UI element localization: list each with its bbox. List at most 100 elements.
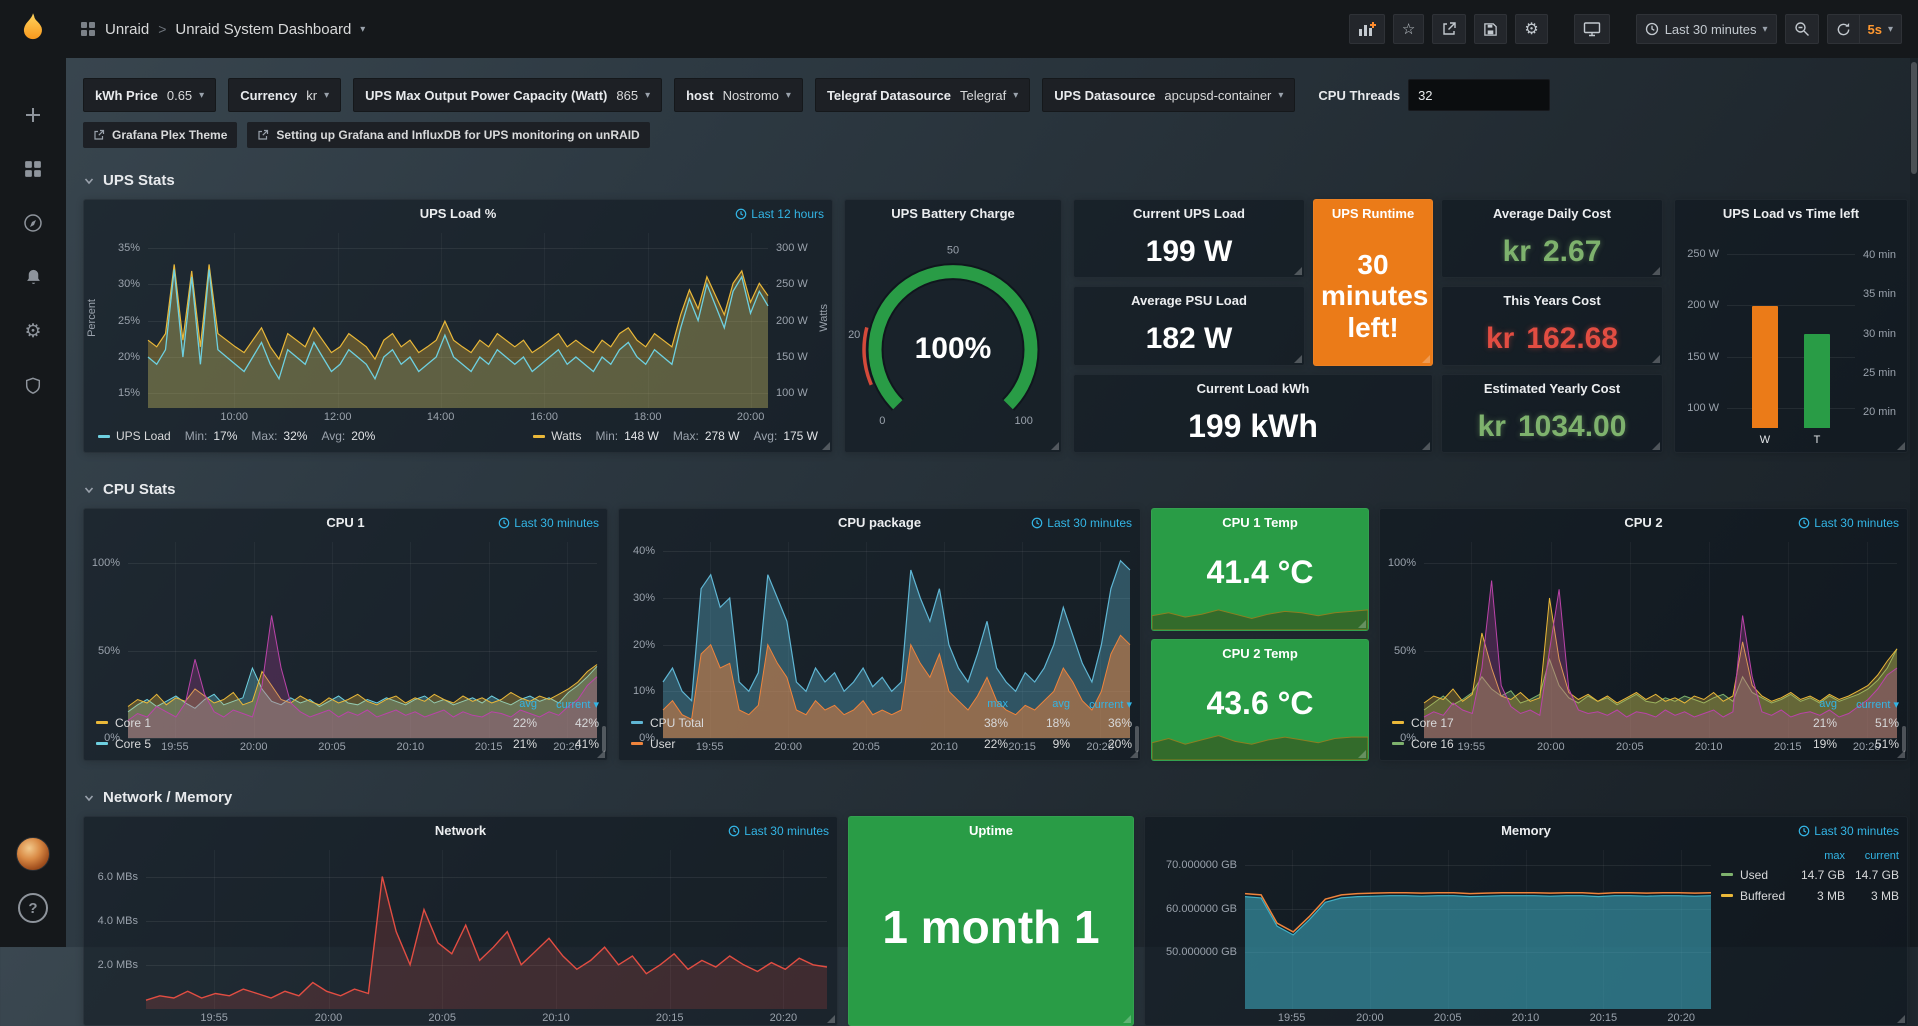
legend-sort-column[interactable]: current ▾ bbox=[537, 698, 599, 711]
ups-load-chart[interactable]: 15%20%25%30%35%100 W150 W200 W250 W300 W… bbox=[84, 227, 832, 424]
section-cpu-stats[interactable]: CPU Stats bbox=[83, 481, 1908, 498]
link-ups-monitoring-guide[interactable]: Setting up Grafana and InfluxDB for UPS … bbox=[247, 122, 649, 148]
legend-item[interactable]: Buffered3 MB3 MB bbox=[1721, 885, 1899, 906]
grafana-logo[interactable] bbox=[4, 0, 62, 58]
legend-sort-column[interactable]: current ▾ bbox=[1070, 698, 1132, 711]
legend-sort-column[interactable]: avg bbox=[1008, 698, 1070, 710]
panel-title[interactable]: Average PSU Load bbox=[1131, 293, 1247, 308]
variable-telegraf-datasource[interactable]: Telegraf Datasource Telegraf▾ bbox=[815, 78, 1030, 112]
legend-item[interactable]: CPU Total38%18%36% bbox=[631, 712, 1132, 733]
clock-icon bbox=[1798, 825, 1810, 837]
sidebar-item-explore[interactable] bbox=[15, 210, 51, 236]
legend-sort-column[interactable]: avg bbox=[475, 698, 537, 710]
panel-title[interactable]: This Years Cost bbox=[1503, 293, 1600, 308]
panel-title[interactable]: UPS Load % bbox=[420, 206, 497, 221]
section-network-memory[interactable]: Network / Memory bbox=[83, 789, 1908, 806]
stat-value: kr2.67 bbox=[1442, 227, 1662, 277]
legend-item[interactable]: User22%9%20% bbox=[631, 733, 1132, 754]
star-icon: ☆ bbox=[1402, 20, 1415, 38]
cycle-view-mode-button[interactable] bbox=[1574, 14, 1610, 44]
legend-sort-column[interactable]: max bbox=[946, 698, 1008, 710]
sidebar-item-server-admin[interactable] bbox=[15, 372, 51, 398]
panel-title[interactable]: CPU package bbox=[838, 515, 921, 530]
zoom-out-button[interactable] bbox=[1785, 14, 1819, 44]
cpu2-chart[interactable]: 0%50%100%19:5520:0020:0520:1020:1520:20 bbox=[1380, 536, 1907, 696]
panel-time-override: Last 30 minutes bbox=[1031, 516, 1132, 530]
legend-item[interactable]: Used14.7 GB14.7 GB bbox=[1721, 864, 1899, 885]
section-ups-stats[interactable]: UPS Stats bbox=[83, 172, 1908, 189]
variable-ups-datasource[interactable]: UPS Datasource apcupsd-container▾ bbox=[1042, 78, 1295, 112]
scrollbar-thumb[interactable] bbox=[1911, 62, 1917, 174]
refresh-interval-button[interactable]: 5s ▾ bbox=[1859, 14, 1903, 44]
panel-cpu2-temp: CPU 2 Temp 43.6 °C bbox=[1151, 639, 1369, 762]
panel-cpu-package: CPU package Last 30 minutes 0%10%20%30%4… bbox=[618, 508, 1141, 761]
legend-item[interactable]: Core 1619%51% bbox=[1392, 733, 1899, 754]
variable-kwh-price[interactable]: kWh Price 0.65▾ bbox=[83, 78, 216, 112]
sidebar-item-configuration[interactable]: ⚙ bbox=[15, 318, 51, 344]
dashboard-title[interactable]: Unraid System Dashboard bbox=[175, 21, 351, 38]
share-icon bbox=[1441, 21, 1457, 37]
chart-plot[interactable] bbox=[84, 844, 837, 1025]
refresh-button[interactable] bbox=[1827, 14, 1859, 44]
legend-sort-column[interactable]: avg bbox=[1775, 698, 1837, 710]
cpu-package-chart[interactable]: 0%10%20%30%40%19:5520:0020:0520:1020:152… bbox=[619, 536, 1140, 696]
panel-title[interactable]: CPU 2 bbox=[1624, 515, 1662, 530]
sidebar-item-create[interactable] bbox=[15, 102, 51, 128]
save-button[interactable] bbox=[1474, 14, 1507, 44]
cpu1-chart[interactable]: 0%50%100%19:5520:0020:0520:1020:1520:20 bbox=[84, 536, 607, 696]
variable-currency[interactable]: Currency kr▾ bbox=[228, 78, 341, 112]
breadcrumb-folder[interactable]: Unraid bbox=[105, 21, 149, 38]
chevron-down-icon bbox=[83, 484, 95, 496]
dashboard-settings-button[interactable]: ⚙ bbox=[1515, 14, 1547, 44]
legend-item[interactable]: Core 1721%51% bbox=[1392, 712, 1899, 733]
cpu-threads-input[interactable] bbox=[1408, 79, 1550, 111]
svg-text:100: 100 bbox=[1015, 415, 1033, 427]
caret-down-icon: ▾ bbox=[324, 90, 329, 101]
panel-title[interactable]: Estimated Yearly Cost bbox=[1484, 381, 1620, 396]
link-grafana-plex-theme[interactable]: Grafana Plex Theme bbox=[83, 122, 237, 148]
network-chart[interactable]: 2.0 MBs4.0 MBs6.0 MBs19:5520:0020:0520:1… bbox=[84, 844, 837, 1025]
legend-item[interactable]: WattsMin:148 WMax:278 WAvg:175 W bbox=[533, 429, 818, 443]
ups-stat-grid: Current UPS Load 199 W UPS Runtime 30 mi… bbox=[1073, 199, 1663, 453]
chart-plot[interactable] bbox=[1145, 844, 1721, 1025]
panel-current-load-kwh: Current Load kWh 199 kWh bbox=[1073, 374, 1433, 453]
panel-title[interactable]: Average Daily Cost bbox=[1493, 206, 1611, 221]
legend-item[interactable]: Core 521%41% bbox=[96, 733, 599, 754]
star-button[interactable]: ☆ bbox=[1393, 14, 1424, 44]
panel-title[interactable]: UPS Load vs Time left bbox=[1723, 206, 1859, 221]
help-icon[interactable]: ? bbox=[18, 893, 48, 923]
panel-title[interactable]: Network bbox=[435, 823, 486, 838]
panel-title[interactable]: Memory bbox=[1501, 823, 1551, 838]
panel-title[interactable]: CPU 1 Temp bbox=[1222, 515, 1298, 530]
panel-title[interactable]: CPU 1 bbox=[326, 515, 364, 530]
bar-W[interactable] bbox=[1752, 306, 1778, 428]
sidebar-item-alerting[interactable] bbox=[15, 264, 51, 290]
legend-sort-column[interactable]: max bbox=[1791, 850, 1845, 862]
load-vs-time-bargauge[interactable]: 100 W150 W200 W250 W20 min25 min30 min35… bbox=[1675, 227, 1907, 452]
legend-sort-column[interactable]: current ▾ bbox=[1837, 698, 1899, 711]
memory-chart[interactable]: 50.000000 GB60.000000 GB70.000000 GB19:5… bbox=[1145, 844, 1721, 1025]
legend-sort-column[interactable]: current bbox=[1845, 850, 1899, 862]
chart-plot[interactable] bbox=[84, 227, 832, 424]
legend-item[interactable]: UPS LoadMin:17%Max:32%Avg:20% bbox=[98, 429, 375, 443]
sidebar-item-dashboards[interactable] bbox=[15, 156, 51, 182]
legend-item[interactable]: Core 122%42% bbox=[96, 712, 599, 733]
panel-title[interactable]: Current UPS Load bbox=[1133, 206, 1245, 221]
panel-time-override: Last 30 minutes bbox=[1798, 516, 1899, 530]
panel-title[interactable]: Uptime bbox=[969, 823, 1013, 838]
breadcrumb-separator: > bbox=[158, 21, 166, 37]
share-button[interactable] bbox=[1432, 14, 1466, 44]
variable-ups-max-output[interactable]: UPS Max Output Power Capacity (Watt) 865… bbox=[353, 78, 662, 112]
bar-T[interactable] bbox=[1804, 334, 1830, 429]
panel-title[interactable]: UPS Runtime bbox=[1332, 206, 1414, 221]
panel-title[interactable]: Current Load kWh bbox=[1197, 381, 1310, 396]
panel-title[interactable]: CPU 2 Temp bbox=[1222, 646, 1298, 661]
caret-down-icon[interactable]: ▾ bbox=[360, 24, 365, 35]
variable-host[interactable]: host Nostromo▾ bbox=[674, 78, 803, 112]
clock-icon bbox=[1031, 517, 1043, 529]
panel-title[interactable]: UPS Battery Charge bbox=[891, 206, 1015, 221]
time-range-picker[interactable]: Last 30 minutes ▾ bbox=[1636, 14, 1777, 44]
battery-gauge[interactable]: 02050100100% bbox=[845, 227, 1061, 452]
add-panel-button[interactable] bbox=[1349, 14, 1385, 44]
user-avatar[interactable] bbox=[16, 837, 50, 871]
